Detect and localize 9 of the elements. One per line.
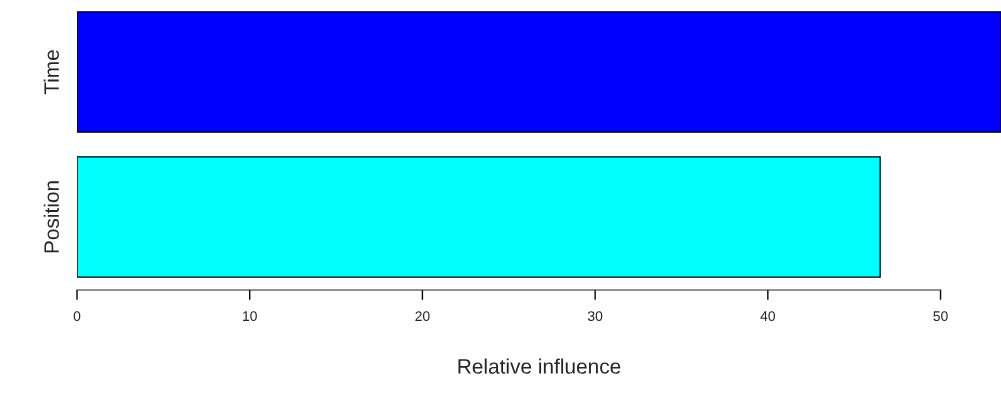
x-axis-title: Relative influence [458, 358, 621, 374]
x-tick-label: 20 [415, 311, 430, 322]
x-tick-label: 50 [933, 311, 948, 322]
x-tick-label: 10 [243, 311, 257, 322]
x-tick-label: 40 [760, 311, 776, 322]
y-tick-label: Time [43, 50, 59, 95]
y-tick-label: Position [43, 181, 59, 253]
x-tick-label: 30 [587, 311, 603, 322]
x-tick-label: 0 [73, 311, 81, 322]
